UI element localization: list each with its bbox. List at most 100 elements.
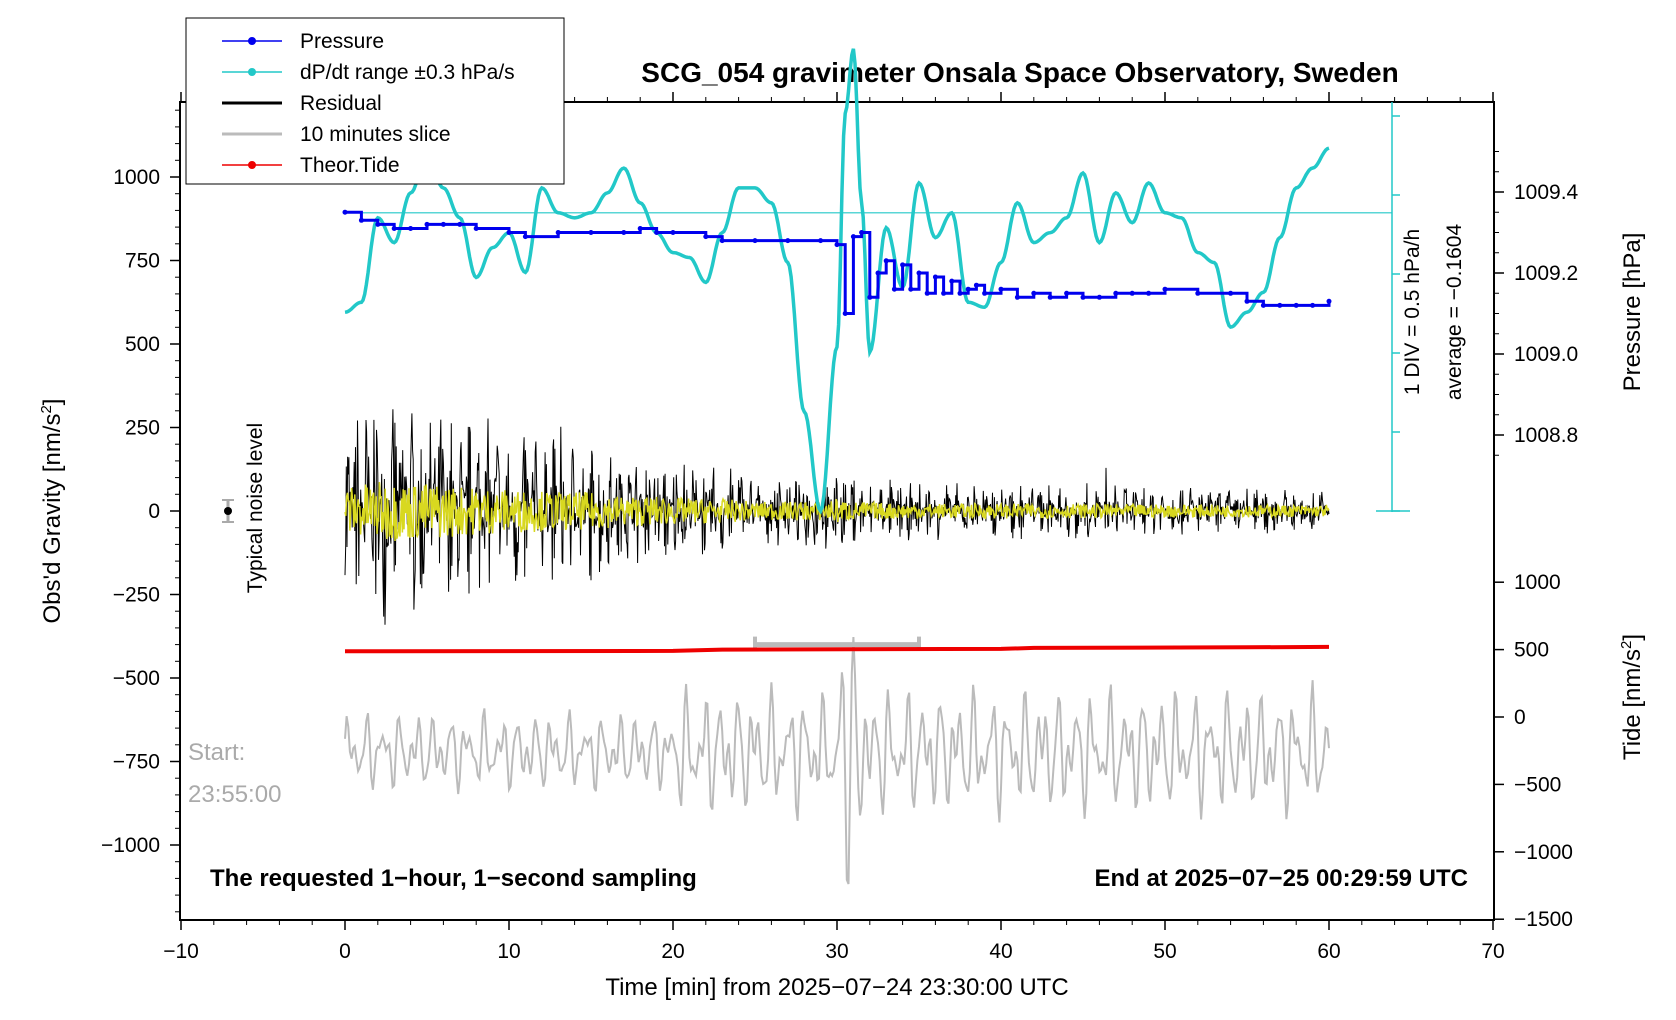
tide-tick-label: −1000	[1514, 841, 1573, 864]
x-tick-label: 50	[1153, 940, 1176, 963]
legend-box	[185, 17, 565, 185]
pressure-point	[834, 242, 840, 248]
pressure-point	[342, 209, 348, 215]
y-tick-label-left: 1000	[113, 166, 160, 189]
noise-point	[224, 507, 232, 515]
pressure-point	[473, 226, 479, 231]
pressure-point	[850, 234, 856, 240]
y-axis-title-left-sup: 2	[38, 405, 55, 413]
div-annotation: 1 DIV = 0.5 hPa/h	[1401, 229, 1424, 395]
pressure-point	[358, 217, 364, 223]
pressure-point	[375, 221, 381, 227]
pressure-point	[941, 290, 947, 296]
pressure-point	[1293, 302, 1299, 308]
pressure-point	[1162, 286, 1168, 292]
pressure-point	[424, 221, 430, 227]
pressure-tick-label: 1009.4	[1514, 181, 1579, 204]
y-tick-label-left: 500	[125, 333, 160, 356]
pressure-point	[408, 226, 414, 231]
pressure-point	[440, 221, 446, 227]
pressure-point	[1277, 302, 1283, 308]
pressure-point	[555, 230, 561, 235]
y-tick-label-left: −500	[113, 667, 160, 690]
legend-label: Residual	[300, 92, 382, 115]
pressure-point	[1228, 290, 1234, 296]
legend-swatch-marker	[248, 68, 256, 76]
sampling-note: The requested 1−hour, 1−second sampling	[210, 865, 697, 892]
average-annotation: average = −0.1604	[1443, 224, 1466, 401]
pressure-point	[818, 238, 824, 244]
noise-label: Typical noise level	[244, 423, 267, 593]
pressure-tick-label: 1009.2	[1514, 262, 1578, 285]
y-axis-title-pressure: Pressure [hPa]	[1619, 233, 1646, 392]
y-axis-title-tide-text: Tide [nm/s	[1619, 649, 1646, 760]
y-axis-title-tide-sup: 2	[1618, 641, 1635, 649]
chart-title: SCG_054 gravimeter Onsala Space Observat…	[641, 57, 1398, 88]
pressure-point	[1113, 290, 1119, 296]
pressure-point	[1064, 290, 1070, 296]
pressure-series-line	[345, 210, 1331, 315]
pressure-point	[982, 290, 988, 296]
end-time-note: End at 2025−07−25 00:29:59 UTC	[1094, 865, 1468, 892]
legend-swatch-marker	[248, 161, 256, 169]
tide-tick-label: 0	[1514, 706, 1526, 729]
pressure-point	[949, 278, 955, 284]
pressure-point	[998, 286, 1004, 292]
y-axis-title-left-close: ]	[39, 399, 66, 406]
legend-label: dP/dt range ±0.3 hPa/s	[300, 61, 515, 84]
pressure-point	[924, 290, 930, 296]
pressure-point	[883, 258, 889, 264]
pressure-point	[752, 238, 758, 244]
pressure-point	[842, 311, 848, 316]
pressure-point	[891, 286, 897, 292]
pressure-point	[719, 238, 725, 244]
pressure-tick-label: 1009.0	[1514, 343, 1578, 366]
filtered-residual-line	[344, 481, 1330, 542]
legend: Pressure dP/dt range ±0.3 hPa/s Residual 10…	[185, 17, 565, 185]
pressure-point	[391, 226, 397, 231]
pressure-point	[908, 286, 914, 292]
y-tick-label-left: −1000	[101, 834, 160, 857]
pressure-point	[621, 230, 627, 235]
legend-swatch-marker	[248, 37, 256, 45]
pressure-point	[859, 230, 865, 235]
x-tick-label: 10	[497, 940, 520, 963]
y-tick-label-left: −250	[113, 584, 160, 607]
pressure-point	[900, 262, 906, 268]
series-layer	[342, 48, 1392, 885]
x-tick-label: 40	[989, 940, 1012, 963]
pressure-point	[1047, 294, 1053, 300]
x-tick-label: 70	[1481, 940, 1504, 963]
y-axis-title-tide-close: ]	[1619, 634, 1646, 641]
pressure-point	[916, 270, 922, 276]
y-tick-label-left: 750	[125, 250, 160, 273]
pressure-point	[637, 226, 643, 231]
pressure-point	[522, 234, 528, 240]
pressure-point	[654, 230, 660, 235]
x-tick-label: 0	[339, 940, 351, 963]
x-tick-label: 60	[1317, 940, 1340, 963]
slice-series-line	[344, 636, 1330, 885]
pressure-point	[1244, 298, 1250, 304]
x-tick-label: 30	[825, 940, 848, 963]
legend-label: Theor.Tide	[300, 154, 400, 177]
pressure-point	[965, 286, 971, 292]
pressure-point	[1014, 294, 1020, 300]
tide-tick-label: −500	[1514, 773, 1561, 796]
pressure-point	[457, 221, 463, 227]
pressure-point	[973, 282, 979, 288]
pressure-point	[932, 274, 938, 280]
y-axis-title-tide: Tide [nm/s2]	[1618, 634, 1646, 760]
pressure-point	[957, 290, 963, 296]
pressure-tick-label: 1008.8	[1514, 424, 1578, 447]
y-tick-label-left: 0	[148, 500, 160, 523]
pressure-point	[1260, 302, 1266, 308]
y-tick-label-left: 250	[125, 417, 160, 440]
y-tick-label-left: −750	[113, 751, 160, 774]
pressure-point	[1080, 294, 1086, 300]
pressure-point	[1129, 290, 1135, 296]
tide-series-line	[344, 644, 1330, 654]
legend-label: 10 minutes slice	[300, 123, 451, 146]
pressure-point	[1195, 290, 1201, 296]
tide-tick-label: 1000	[1514, 571, 1561, 594]
